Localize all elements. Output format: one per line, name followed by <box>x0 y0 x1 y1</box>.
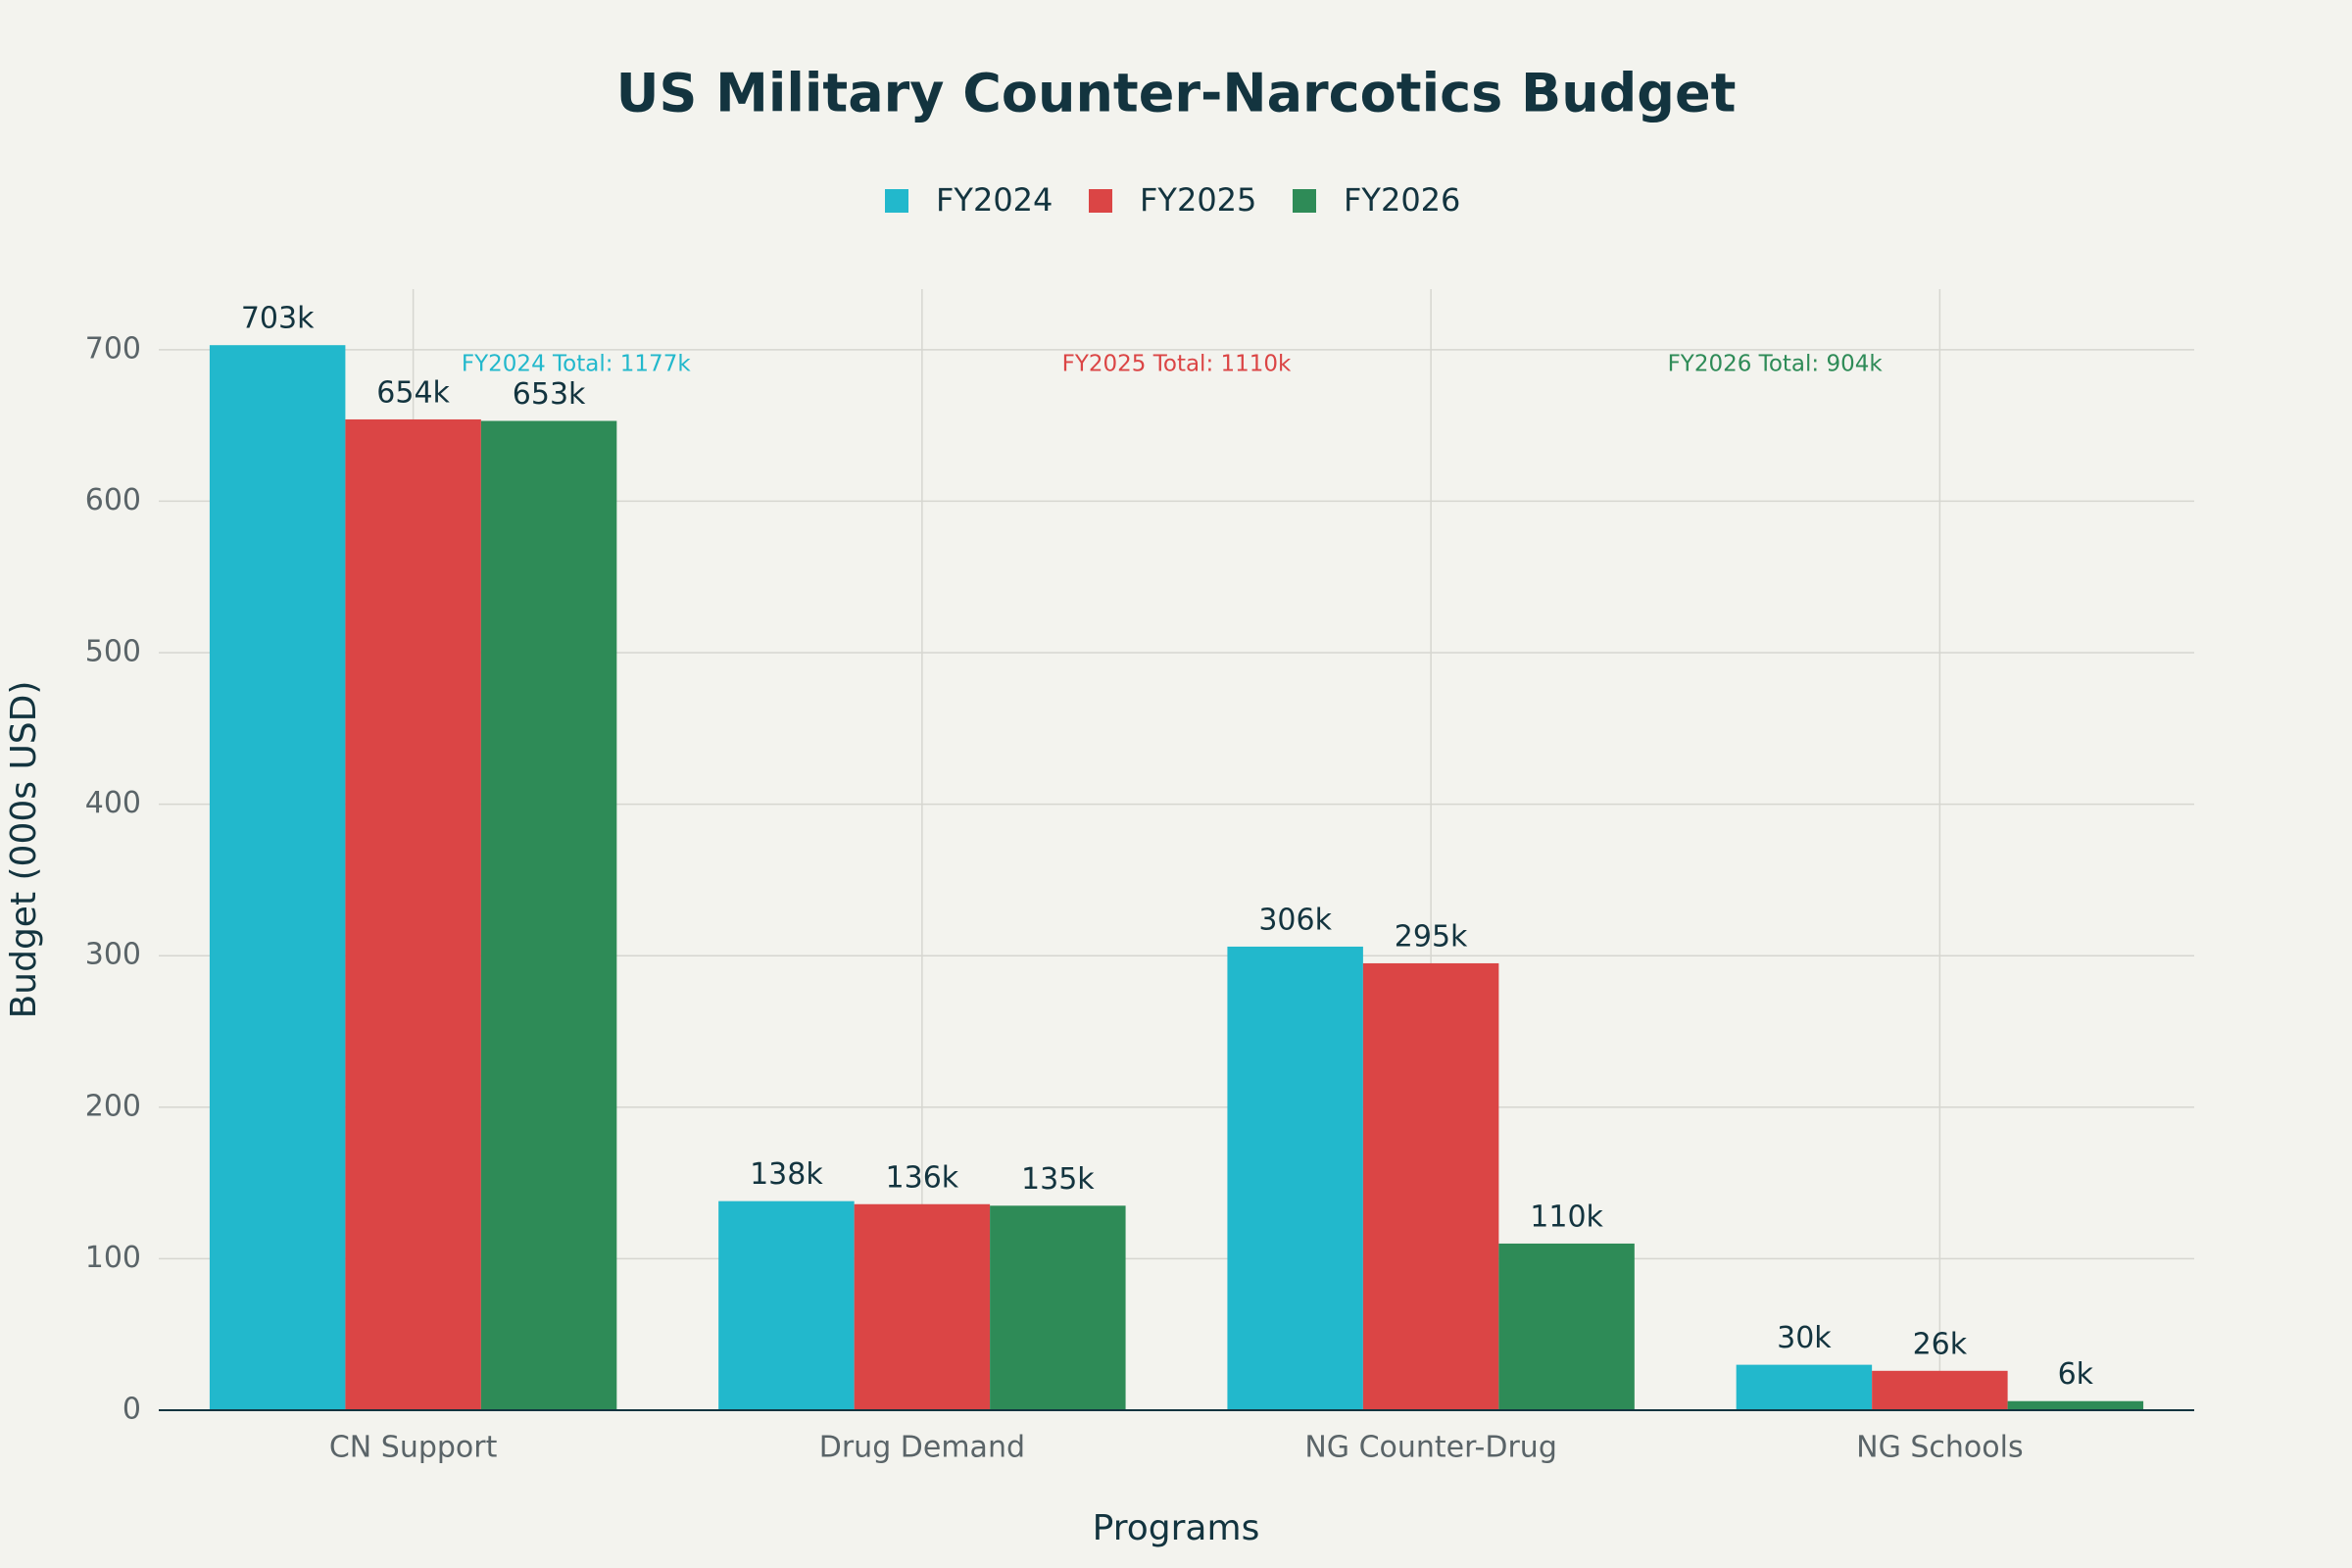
value-label: 135k <box>1021 1162 1095 1197</box>
legend-label: FY2026 <box>1344 181 1460 219</box>
x-tick-label: NG Schools <box>1856 1431 2023 1465</box>
bar <box>1872 1370 2008 1410</box>
bar <box>2007 1400 2144 1410</box>
bar <box>990 1205 1126 1410</box>
value-label: 306k <box>1258 903 1332 937</box>
value-label: 30k <box>1777 1321 1832 1355</box>
x-tick-label: NG Counter-Drug <box>1304 1431 1557 1465</box>
annotation: FY2024 Total: 1177k <box>462 352 691 377</box>
bar <box>1736 1364 1873 1410</box>
legend-swatch <box>1293 189 1316 213</box>
value-label: 703k <box>241 302 315 336</box>
y-tick-label: 300 <box>85 938 141 972</box>
annotation: FY2025 Total: 1110k <box>1062 352 1292 377</box>
bar <box>480 420 617 1410</box>
annotation: FY2026 Total: 904k <box>1668 352 1884 377</box>
bar <box>854 1203 991 1410</box>
x-axis-title: Programs <box>1093 1508 1260 1548</box>
y-tick-label: 100 <box>85 1241 141 1275</box>
y-axis-title: Budget (000s USD) <box>4 681 44 1019</box>
y-tick-label: 200 <box>85 1089 141 1123</box>
bar <box>1362 962 1499 1410</box>
legend-label: FY2025 <box>1140 181 1256 219</box>
value-label: 136k <box>886 1160 959 1195</box>
value-label: 653k <box>513 377 586 412</box>
bar <box>345 418 481 1410</box>
bar <box>1227 946 1363 1410</box>
value-label: 6k <box>2058 1357 2094 1392</box>
value-label: 654k <box>376 375 450 410</box>
legend-swatch <box>885 189 908 213</box>
bar <box>209 345 346 1411</box>
y-tick-label: 400 <box>85 786 141 820</box>
x-tick-label: CN Support <box>329 1431 498 1465</box>
chart-title: US Military Counter-Narcotics Budget <box>616 63 1737 124</box>
bar <box>718 1200 855 1410</box>
y-tick-label: 500 <box>85 635 141 669</box>
value-label: 110k <box>1530 1200 1603 1234</box>
y-tick-label: 700 <box>85 331 141 366</box>
y-tick-label: 0 <box>122 1393 141 1427</box>
legend-swatch <box>1089 189 1112 213</box>
value-label: 295k <box>1395 919 1468 954</box>
bar <box>1498 1243 1635 1410</box>
value-label: 138k <box>750 1157 823 1192</box>
y-tick-label: 600 <box>85 483 141 517</box>
value-label: 26k <box>1913 1327 1968 1361</box>
x-tick-label: Drug Demand <box>819 1431 1025 1465</box>
legend-label: FY2024 <box>936 181 1053 219</box>
